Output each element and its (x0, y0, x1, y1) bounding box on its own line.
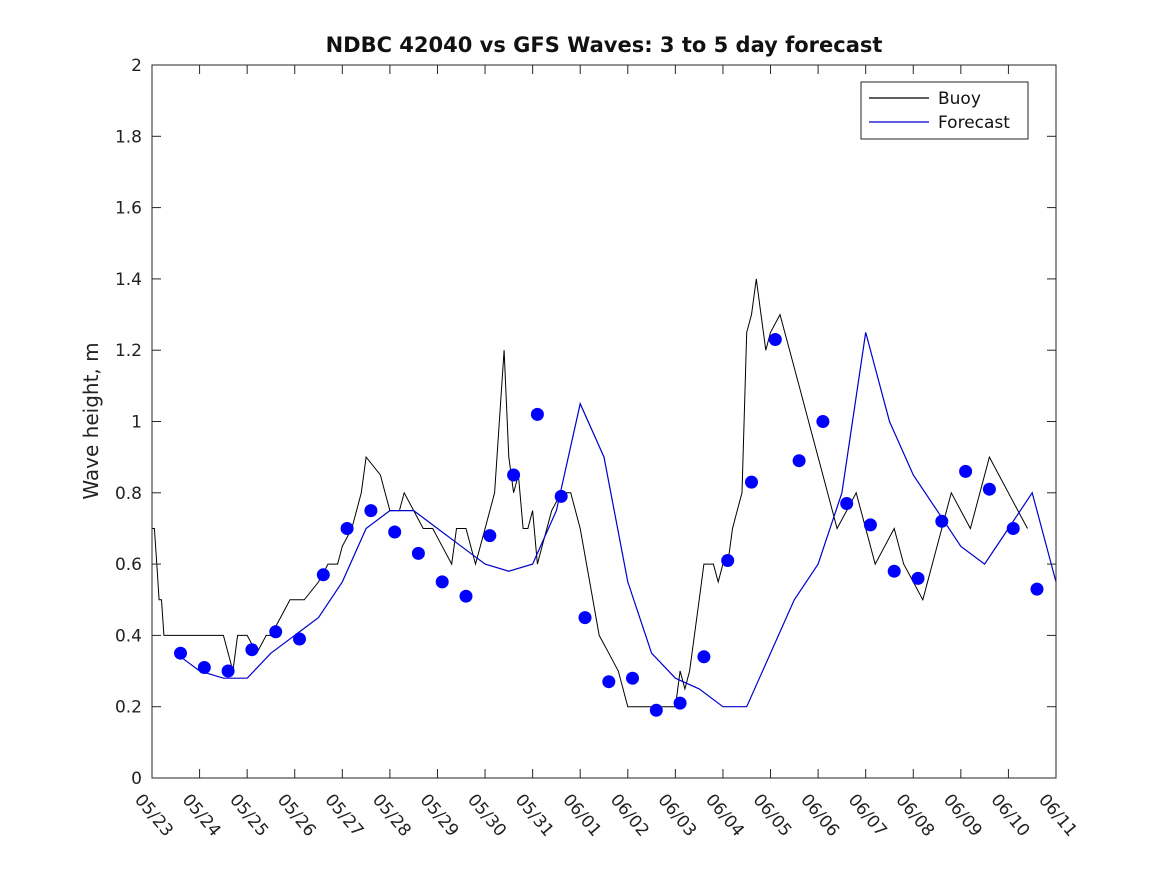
y-tick-label: 1.8 (115, 127, 142, 147)
x-tick-label: 06/01 (558, 790, 605, 840)
x-tick-label: 06/08 (891, 790, 938, 840)
forecast-point (554, 489, 568, 503)
x-tick-label: 06/02 (606, 790, 653, 840)
forecast-point (530, 407, 544, 421)
x-tick-label: 06/09 (939, 790, 986, 840)
y-tick-label: 1.2 (115, 341, 142, 361)
x-tick-label: 06/10 (987, 790, 1034, 840)
forecast-point (721, 554, 735, 567)
forecast-point (340, 522, 354, 535)
x-tick-label: 05/30 (463, 790, 510, 840)
x-tick-label: 05/27 (320, 790, 367, 840)
forecast-point (245, 643, 259, 657)
y-tick-label: 0.8 (115, 484, 142, 504)
forecast-point (411, 546, 425, 560)
x-tick-label: 05/23 (130, 790, 177, 840)
x-tick-label: 06/07 (844, 790, 891, 840)
forecast-point (626, 671, 639, 685)
forecast-point (935, 514, 949, 528)
x-tick-label: 06/05 (749, 790, 796, 840)
forecast-point (269, 625, 283, 639)
legend-box (860, 81, 1029, 140)
y-axis-label: Wave height, m (79, 342, 103, 499)
forecast-point (1006, 522, 1020, 535)
legend: Buoy Forecast (860, 81, 1029, 140)
x-tick-label: 06/06 (796, 790, 843, 840)
forecast-point (887, 564, 901, 578)
y-tick-label: 1 (131, 413, 142, 433)
x-tick-label: 06/03 (654, 790, 701, 840)
x-tick-label: 05/26 (273, 790, 320, 840)
forecast-point (911, 571, 925, 585)
y-tick-label: 0 (131, 769, 142, 789)
forecast-point (507, 468, 521, 482)
forecast-point (293, 632, 306, 646)
x-tick-label: 05/24 (178, 790, 225, 840)
y-tick-label: 0.6 (115, 555, 142, 575)
y-tick-label: 2 (131, 56, 142, 76)
forecast-point (578, 611, 592, 625)
forecast-point (745, 475, 758, 489)
plot-area (152, 278, 1057, 717)
forecast-point (388, 525, 402, 539)
forecast-point (1030, 582, 1044, 596)
forecast-point (602, 675, 616, 689)
forecast-point (459, 589, 473, 603)
chart-title: NDBC 42040 vs GFS Waves: 3 to 5 day fore… (326, 33, 883, 57)
forecast-point (792, 454, 806, 468)
forecast-point (816, 415, 830, 428)
x-tick-label: 06/11 (1034, 790, 1081, 840)
x-tick-label: 06/04 (701, 790, 748, 840)
forecast-point (221, 664, 235, 678)
y-tick-label: 1.4 (115, 270, 142, 290)
forecast-point (982, 482, 996, 496)
forecast-point (649, 703, 663, 717)
forecast-point (435, 575, 449, 589)
legend-label-buoy: Buoy (938, 89, 981, 109)
forecast-point (316, 568, 330, 582)
x-tick-label: 05/29 (416, 790, 463, 840)
x-tick-label: 05/28 (368, 790, 415, 840)
forecast-point (197, 661, 211, 674)
forecast-point (483, 529, 497, 543)
series-line-forecast (175, 332, 1057, 708)
forecast-point (673, 696, 687, 710)
y-tick-label: 1.6 (115, 199, 142, 219)
forecast-point (768, 333, 782, 346)
forecast-point (174, 646, 187, 660)
forecast-point (959, 464, 973, 478)
plot-frame (151, 64, 1057, 779)
series-line-buoy (152, 278, 1028, 708)
forecast-point (840, 497, 854, 510)
y-tick-label: 0.4 (115, 626, 142, 646)
forecast-point (863, 518, 877, 532)
x-tick-label: 05/25 (225, 790, 272, 840)
x-tick-label: 05/31 (511, 790, 558, 840)
legend-label-forecast: Forecast (938, 113, 1010, 133)
forecast-point (697, 650, 711, 664)
forecast-point (364, 504, 378, 518)
y-tick-label: 0.2 (115, 698, 142, 718)
